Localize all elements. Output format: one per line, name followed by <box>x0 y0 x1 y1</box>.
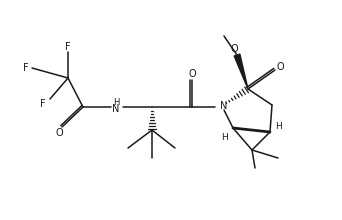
Text: O: O <box>276 62 284 72</box>
Text: N: N <box>220 101 228 111</box>
Text: O: O <box>55 128 63 138</box>
Polygon shape <box>234 54 248 89</box>
Text: O: O <box>188 69 196 79</box>
Text: F: F <box>40 99 46 109</box>
Text: H: H <box>276 121 282 130</box>
Text: H: H <box>113 97 119 106</box>
Text: F: F <box>23 63 29 73</box>
Text: N: N <box>112 104 120 114</box>
Text: F: F <box>65 42 71 52</box>
Text: H: H <box>222 132 228 141</box>
Text: O: O <box>230 44 238 54</box>
